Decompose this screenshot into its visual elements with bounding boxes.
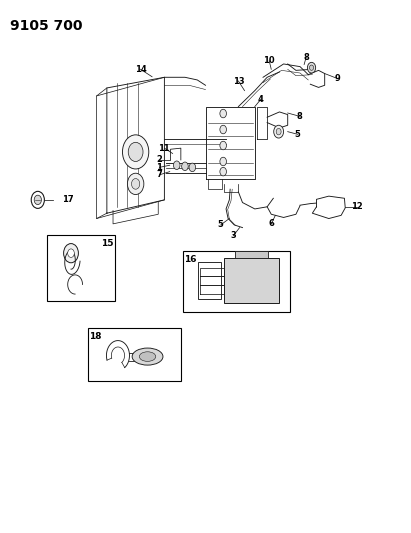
Text: 16: 16	[184, 255, 196, 264]
Circle shape	[274, 125, 284, 138]
Text: 17: 17	[62, 196, 73, 204]
Circle shape	[31, 191, 44, 208]
Circle shape	[220, 141, 226, 150]
Circle shape	[68, 249, 74, 257]
Circle shape	[34, 195, 42, 205]
Ellipse shape	[132, 348, 163, 365]
Text: 6: 6	[268, 220, 274, 228]
Text: 14: 14	[135, 65, 146, 74]
Text: 2: 2	[157, 156, 162, 164]
Circle shape	[220, 109, 226, 118]
Text: 9105 700: 9105 700	[10, 19, 83, 33]
Circle shape	[189, 163, 196, 172]
Circle shape	[132, 179, 140, 189]
Circle shape	[220, 167, 226, 176]
Circle shape	[128, 142, 143, 161]
Text: 9: 9	[334, 74, 340, 83]
Text: 3: 3	[231, 231, 236, 240]
Text: 1: 1	[157, 163, 162, 172]
Text: 13: 13	[233, 77, 244, 85]
FancyBboxPatch shape	[235, 251, 268, 259]
Circle shape	[220, 125, 226, 134]
Circle shape	[173, 161, 180, 169]
Circle shape	[64, 244, 79, 263]
Circle shape	[307, 62, 316, 73]
Text: 8: 8	[296, 112, 302, 120]
Circle shape	[276, 128, 281, 135]
Text: 15: 15	[102, 239, 114, 248]
FancyBboxPatch shape	[224, 259, 279, 303]
Text: 8: 8	[303, 53, 309, 61]
Text: 5: 5	[218, 221, 224, 229]
Text: 10: 10	[263, 56, 275, 65]
Circle shape	[220, 157, 226, 166]
Ellipse shape	[139, 352, 156, 361]
FancyBboxPatch shape	[183, 251, 290, 312]
Text: 4: 4	[258, 95, 264, 103]
FancyBboxPatch shape	[88, 328, 181, 381]
Circle shape	[122, 135, 149, 169]
Circle shape	[309, 65, 314, 70]
Circle shape	[182, 162, 188, 171]
Text: 18: 18	[90, 332, 102, 341]
Circle shape	[127, 173, 144, 195]
Text: 12: 12	[351, 203, 363, 211]
Text: 7: 7	[157, 171, 162, 179]
Text: 11: 11	[159, 144, 170, 152]
Text: 5: 5	[295, 130, 300, 139]
FancyBboxPatch shape	[47, 235, 115, 301]
